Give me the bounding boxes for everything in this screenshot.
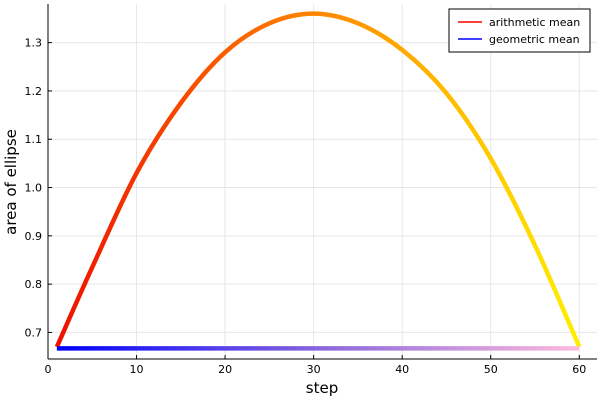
x-tick-label: 20	[218, 363, 232, 376]
legend-label-geometric-mean: geometric mean	[489, 33, 580, 46]
y-tick-label: 1.2	[25, 85, 43, 98]
series	[54, 11, 582, 351]
y-tick-label: 1.3	[25, 37, 43, 50]
x-tick-label: 40	[395, 363, 409, 376]
y-axis-label: area of ellipse	[2, 129, 20, 235]
y-tick-label: 0.9	[25, 230, 43, 243]
x-tick-label: 10	[130, 363, 144, 376]
x-tick-label: 50	[484, 363, 498, 376]
x-tick-label: 30	[307, 363, 321, 376]
x-tick-label: 0	[45, 363, 52, 376]
y-tick-label: 0.8	[25, 278, 43, 291]
y-tick-label: 1.0	[25, 182, 43, 195]
series-line-arithmetic-mean	[54, 11, 582, 348]
tick-labels: 0 10 20 30 40 50 60 0.7 0.8 0.9 1.0 1.1 1.2 1.3	[25, 37, 587, 376]
y-tick-label: 0.7	[25, 326, 43, 339]
y-tick-label: 1.1	[25, 133, 43, 146]
x-axis-label: step	[306, 379, 338, 397]
axes	[47, 4, 597, 360]
legend: arithmetic mean geometric mean	[448, 8, 591, 53]
x-tick-label: 60	[572, 363, 586, 376]
legend-label-arithmetic-mean: arithmetic mean	[489, 16, 580, 29]
legend-box	[448, 8, 591, 53]
